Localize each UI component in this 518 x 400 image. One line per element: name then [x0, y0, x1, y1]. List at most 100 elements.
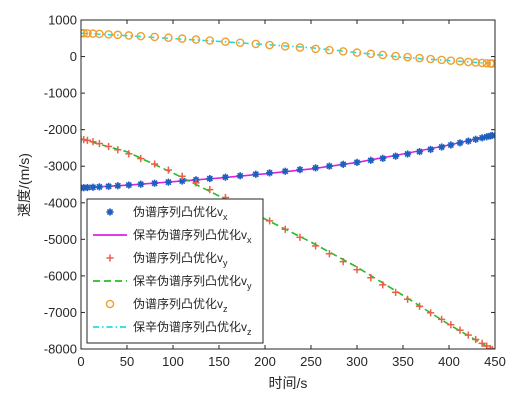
y-tick-label: -7000	[44, 305, 77, 320]
data-point-vy	[392, 288, 400, 296]
data-point-vx-core	[267, 170, 272, 176]
data-point-vy	[151, 160, 159, 168]
data-point-vx	[427, 145, 435, 154]
x-tick-label: 200	[254, 354, 276, 369]
data-point-vy	[325, 250, 333, 258]
y-tick-label: -2000	[44, 122, 77, 137]
y-tick-label: -8000	[44, 342, 77, 357]
data-point-vx-core	[282, 168, 288, 174]
data-point-vx	[83, 183, 92, 192]
data-point-vx-core	[313, 165, 318, 171]
data-point-vz	[280, 42, 290, 51]
data-point-vz-ring	[124, 31, 134, 40]
legend-label: 伪谱序列凸优化vy	[133, 250, 228, 268]
data-point-vz-ring	[415, 53, 424, 63]
data-point-vx-core	[489, 133, 495, 138]
data-point-vz	[482, 58, 492, 68]
data-point-vx	[464, 137, 472, 145]
data-point-vy	[415, 302, 424, 310]
data-point-vy	[456, 326, 464, 334]
data-point-vy	[367, 274, 375, 282]
data-point-vz-ring	[88, 29, 98, 38]
data-point-vx	[392, 152, 400, 160]
data-point-vz	[455, 57, 465, 66]
data-point-vz-ring	[295, 43, 305, 52]
tick-layer: 0 50 100 150 200 250 300 350 400 450 -8000 -7000 -60…	[44, 13, 506, 370]
data-point-vz-ring	[338, 47, 348, 56]
data-point-vz-ring	[446, 56, 456, 65]
data-point-vz-ring	[280, 42, 290, 51]
data-point-vz	[366, 49, 376, 59]
data-point-vx	[415, 148, 424, 156]
data-point-vy	[206, 186, 214, 194]
data-point-vy	[192, 179, 200, 187]
data-point-vy	[95, 139, 103, 148]
data-point-vx-core	[417, 149, 422, 155]
legend-marker-vx	[106, 208, 114, 216]
data-point-vx-core	[97, 184, 102, 190]
data-point-vx	[236, 172, 244, 180]
data-point-vx-core	[297, 167, 303, 173]
data-point-vz-ring	[455, 57, 465, 66]
data-point-vz	[81, 28, 89, 38]
data-point-vz	[95, 29, 104, 39]
series-markers-vx	[81, 131, 495, 192]
data-point-vy	[472, 335, 480, 344]
data-point-vz	[191, 35, 201, 44]
data-point-vx	[438, 143, 446, 151]
data-point-vx-core	[380, 155, 386, 161]
data-point-vz	[325, 45, 334, 55]
data-point-vy	[447, 321, 455, 329]
series-line-vz	[81, 32, 493, 65]
legend-marker-vz	[105, 299, 115, 309]
legend-entry: 保辛伪谱序列凸优化vz	[93, 319, 252, 337]
data-point-vx-core	[106, 183, 111, 189]
data-point-vx	[252, 170, 260, 178]
data-point-vy	[478, 339, 486, 347]
data-point-vx-core	[393, 153, 399, 159]
data-point-vy	[83, 136, 92, 144]
data-point-vy	[438, 315, 446, 323]
legend-entry: 保辛伪谱序列凸优化vy	[93, 273, 252, 291]
data-point-vx	[367, 156, 375, 164]
data-point-vx	[379, 154, 387, 162]
data-point-vy	[114, 146, 122, 154]
data-point-vx-core	[179, 178, 185, 184]
data-point-vx	[95, 183, 103, 191]
data-point-vz	[415, 53, 424, 63]
data-point-vx-core	[126, 182, 132, 188]
data-point-vy	[137, 154, 145, 163]
legend-entry: 伪谱序列凸优化vz	[105, 296, 228, 314]
data-point-vy	[105, 142, 113, 151]
series-markers-vz	[81, 28, 495, 68]
data-point-vx-core	[207, 176, 213, 181]
data-point-vz-ring	[471, 58, 480, 67]
data-point-vz	[177, 34, 187, 43]
data-point-vz	[378, 50, 388, 60]
data-point-vz-ring	[251, 39, 261, 49]
data-point-vz-ring	[136, 31, 146, 41]
data-point-vx	[456, 139, 464, 147]
legend-label: 伪谱序列凸优化vx	[133, 204, 228, 222]
data-point-vx-core	[465, 138, 471, 144]
data-point-vy	[427, 309, 435, 317]
y-tick-label: -4000	[44, 195, 77, 210]
data-point-vz-ring	[104, 30, 113, 39]
data-point-vz	[265, 40, 274, 50]
legend-label: 伪谱序列凸优化vz	[133, 296, 228, 314]
data-point-vx	[151, 179, 159, 187]
data-point-vy	[164, 166, 172, 174]
data-point-vz	[136, 31, 146, 41]
y-tick-label: -5000	[44, 232, 77, 247]
data-point-vz	[124, 31, 134, 40]
legend-marker-vy	[106, 254, 114, 262]
x-tick-label: 300	[346, 354, 368, 369]
legend: 伪谱序列凸优化vx 保辛伪谱序列凸优化vx 伪谱序列凸优化vy 保辛伪谱序列凸优化vy…	[86, 198, 264, 344]
data-point-vx-core	[253, 171, 259, 177]
data-point-vx-core	[428, 147, 433, 152]
data-point-vz-ring	[191, 35, 201, 44]
data-point-vx-core	[138, 181, 144, 187]
data-point-vx	[312, 164, 320, 172]
data-point-vx	[125, 181, 133, 189]
data-point-vz-ring	[164, 33, 173, 43]
